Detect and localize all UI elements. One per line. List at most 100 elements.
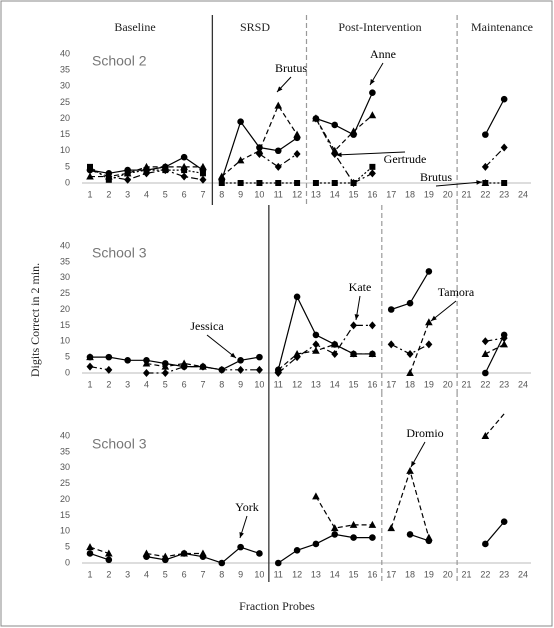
x-tick-label: 21 [462,569,472,579]
marker [387,306,395,313]
y-tick-label: 30 [60,81,70,91]
panel-title: School 3 [92,245,147,261]
annotation: Anne [370,47,396,61]
marker [199,175,207,184]
x-tick-label: 15 [349,569,359,579]
phase-label: Post-Intervention [338,20,421,34]
arrow-head [239,532,244,538]
series-line [409,321,430,374]
annotation: Kate [349,280,372,294]
marker [350,534,357,541]
marker [369,89,376,96]
y-tick-label: 25 [60,288,70,298]
marker [237,365,245,374]
marker [331,531,339,538]
x-tick-label: 9 [238,379,243,389]
series-line [315,114,373,152]
x-tick-label: 10 [254,189,264,199]
x-tick-label: 13 [311,569,321,579]
marker [331,121,339,129]
x-tick-label: 19 [424,569,434,579]
marker [331,180,338,186]
x-tick-label: 3 [125,379,130,389]
annotation: Brutus [420,170,452,184]
marker [105,176,112,183]
x-tick-label: 5 [163,189,168,199]
y-tick-label: 40 [60,430,70,440]
marker [350,180,357,186]
x-tick-label: 22 [480,189,490,199]
x-tick-label: 2 [106,569,111,579]
marker [312,180,319,186]
x-tick-label: 14 [330,189,340,199]
y-tick-label: 0 [65,177,70,187]
series-line [89,552,110,561]
marker [236,156,245,164]
marker [425,533,433,541]
series-line [146,552,203,558]
x-tick-label: 8 [219,189,224,199]
x-tick-label: 11 [274,379,283,389]
x-tick-label: 2 [106,379,111,389]
marker [105,549,113,557]
marker [293,293,301,301]
marker [143,167,150,174]
marker [482,369,489,377]
series-line [484,334,505,374]
x-axis-label: Fraction Probes [239,599,315,613]
marker [330,524,339,532]
x-tick-label: 22 [480,569,490,579]
marker [180,362,188,371]
marker [425,268,433,275]
series-line [315,166,373,184]
marker [312,540,320,548]
series-line [277,533,373,564]
marker [162,167,169,174]
marker [86,353,94,361]
x-tick-label: 20 [443,379,453,389]
y-tick-label: 25 [60,478,70,488]
x-tick-label: 8 [219,379,224,389]
marker [274,147,282,155]
marker [218,180,225,186]
x-tick-label: 10 [254,569,264,579]
y-tick-label: 40 [60,48,70,58]
y-tick-label: 30 [60,462,70,472]
series-line [485,343,505,355]
marker [293,130,301,138]
y-tick-label: 10 [60,336,70,346]
marker [87,163,93,170]
marker [406,369,414,376]
marker [124,175,132,184]
marker [312,114,320,123]
annotation-arrow [335,151,406,156]
y-tick-label: 10 [60,145,70,155]
marker [161,362,170,370]
marker [199,162,207,170]
marker [105,556,113,564]
x-tick-label: 2 [106,189,111,199]
x-tick-label: 11 [274,189,283,199]
arrow-head [431,315,437,321]
arrow-head [370,79,375,85]
marker [293,353,301,362]
marker [331,149,339,158]
y-tick-label: 25 [60,97,70,107]
marker [180,549,188,557]
x-tick-label: 24 [518,569,528,579]
marker [482,131,489,138]
marker [368,520,377,528]
marker [406,299,414,307]
marker [105,353,113,361]
x-tick-label: 4 [144,189,149,199]
x-tick-label: 3 [125,569,130,579]
marker [482,540,489,548]
x-tick-label: 8 [219,569,224,579]
x-tick-label: 16 [367,189,377,199]
marker [256,180,263,186]
marker [406,466,414,474]
series-line [484,413,505,437]
marker [500,518,508,526]
marker [275,180,282,186]
marker [105,365,113,374]
